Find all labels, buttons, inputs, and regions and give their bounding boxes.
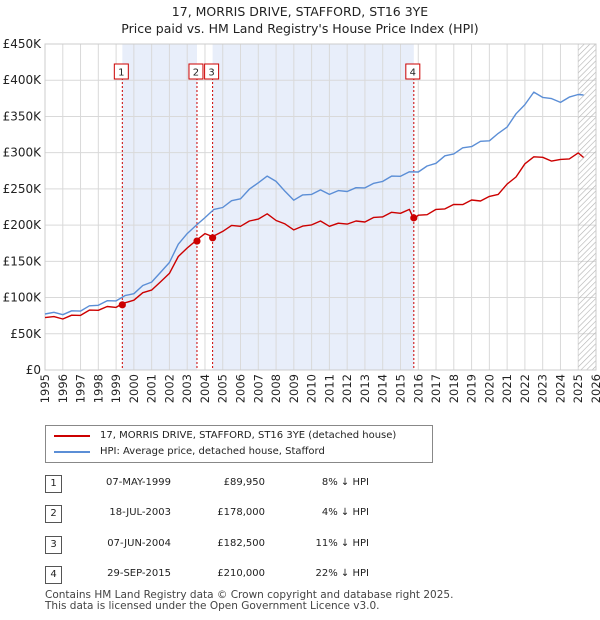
x-tick-label: 1999 (109, 374, 123, 403)
x-tick-label: 2013 (358, 374, 372, 403)
x-tick-label: 2003 (180, 374, 194, 403)
hpi-line (44, 91, 584, 316)
transaction-marker-box-1 (113, 63, 129, 80)
transaction-price: £182,500 (217, 538, 265, 549)
property-price-line (44, 152, 585, 320)
x-tick-label: 2002 (162, 374, 176, 403)
x-tick-label: 1995 (38, 374, 52, 403)
forecast-hatch (578, 44, 596, 370)
transaction-marker-box-2 (188, 63, 204, 80)
transaction-price: £178,000 (217, 507, 265, 518)
x-tick-label: 2020 (482, 374, 496, 403)
y-tick-label: £350K (3, 109, 43, 123)
transaction-marker-box-3 (204, 63, 220, 80)
legend-swatch-hpi (54, 451, 90, 453)
legend: 17, MORRIS DRIVE, STAFFORD, ST16 3YE (de… (45, 425, 433, 463)
transaction-row-3: 3 07-JUN-2004 £182,500 11% ↓ HPI (45, 536, 545, 554)
y-tick-label: £50K (10, 327, 42, 341)
y-tick-label: £100K (3, 291, 43, 305)
transaction-number: 4 (45, 566, 62, 584)
x-tick-label: 2024 (553, 374, 567, 403)
x-tick-label: 2021 (500, 374, 514, 403)
footer-copyright: Contains HM Land Registry data © Crown c… (45, 589, 454, 601)
transaction-date: 07-MAY-1999 (105, 477, 171, 488)
transaction-point-3 (209, 234, 217, 242)
x-tick-label: 2015 (393, 374, 407, 403)
legend-label-property: 17, MORRIS DRIVE, STAFFORD, ST16 3YE (de… (100, 430, 397, 441)
x-tick-label: 2018 (447, 374, 461, 403)
transaction-row-4: 4 29-SEP-2015 £210,000 22% ↓ HPI (45, 566, 545, 584)
x-tick-label: 2007 (251, 374, 265, 403)
x-tick-label: 2004 (198, 374, 212, 403)
transaction-date: 07-JUN-2004 (107, 538, 171, 549)
transaction-hpi-diff: 8% ↓ HPI (321, 477, 369, 488)
x-tick-label: 2000 (127, 374, 141, 403)
chart-title: 17, MORRIS DRIVE, STAFFORD, ST16 3YE Pri… (0, 3, 600, 37)
y-tick-label: £0 (26, 363, 41, 377)
transaction-row-2: 2 18-JUL-2003 £178,000 4% ↓ HPI (45, 505, 545, 523)
x-tick-label: 2012 (340, 374, 354, 403)
x-tick-label: 1998 (91, 374, 105, 403)
x-tick-label: 2006 (234, 374, 248, 403)
x-tick-label: 2026 (589, 374, 600, 403)
y-tick-label: £400K (3, 73, 43, 87)
transaction-date: 18-JUL-2003 (109, 507, 171, 518)
plot-border (44, 43, 597, 371)
transaction-marker-label-1: 1 (118, 68, 124, 79)
transaction-price: £210,000 (217, 568, 265, 579)
y-tick-label: £450K (3, 37, 43, 51)
x-tick-label: 2017 (429, 374, 443, 403)
x-tick-label: 2005 (216, 374, 230, 403)
x-tick-label: 2019 (465, 374, 479, 403)
x-tick-label: 2009 (287, 374, 301, 403)
transaction-hpi-diff: 22% ↓ HPI (315, 568, 369, 579)
transaction-number: 2 (45, 505, 62, 523)
transaction-hpi-diff: 4% ↓ HPI (321, 507, 369, 518)
x-tick-label: 2011 (322, 374, 336, 403)
footer-licence: This data is licensed under the Open Gov… (45, 600, 380, 612)
transaction-hpi-diff: 11% ↓ HPI (315, 538, 369, 549)
transaction-row-1: 1 07-MAY-1999 £89,950 8% ↓ HPI (45, 475, 545, 493)
transaction-marker-label-4: 4 (410, 68, 416, 79)
transaction-point-4 (410, 214, 418, 222)
x-tick-label: 2001 (145, 374, 159, 403)
chart-title-line-1: 17, MORRIS DRIVE, STAFFORD, ST16 3YE (171, 4, 429, 19)
y-tick-label: £200K (3, 218, 43, 232)
legend-label-hpi: HPI: Average price, detached house, Staf… (100, 446, 325, 457)
ownership-shade-1 (122, 44, 197, 370)
x-tick-label: 2025 (571, 374, 585, 403)
transaction-price: £89,950 (223, 477, 265, 488)
legend-swatch-property (54, 435, 90, 437)
ownership-shade-2 (212, 44, 414, 370)
x-tick-label: 2023 (536, 374, 550, 403)
transaction-number: 3 (45, 536, 62, 554)
transaction-point-2 (193, 237, 201, 245)
transaction-marker-label-2: 2 (193, 68, 199, 79)
footer: Contains HM Land Registry data © Crown c… (45, 590, 453, 612)
y-tick-label: £250K (3, 182, 43, 196)
x-tick-label: 2016 (411, 374, 425, 403)
y-tick-label: £300K (3, 146, 43, 160)
transaction-date: 29-SEP-2015 (107, 568, 171, 579)
x-tick-label: 1997 (74, 374, 88, 403)
transaction-number: 1 (45, 475, 62, 493)
x-tick-label: 2008 (269, 374, 283, 403)
x-tick-label: 2022 (518, 374, 532, 403)
chart-title-line-2: Price paid vs. HM Land Registry's House … (121, 21, 479, 36)
transaction-marker-label-3: 3 (208, 68, 214, 79)
x-tick-label: 2010 (305, 374, 319, 403)
x-tick-label: 1996 (56, 374, 70, 403)
x-tick-label: 2014 (376, 374, 390, 403)
y-tick-label: £150K (3, 254, 43, 268)
transaction-point-1 (118, 301, 126, 309)
transaction-marker-box-4 (405, 63, 421, 80)
